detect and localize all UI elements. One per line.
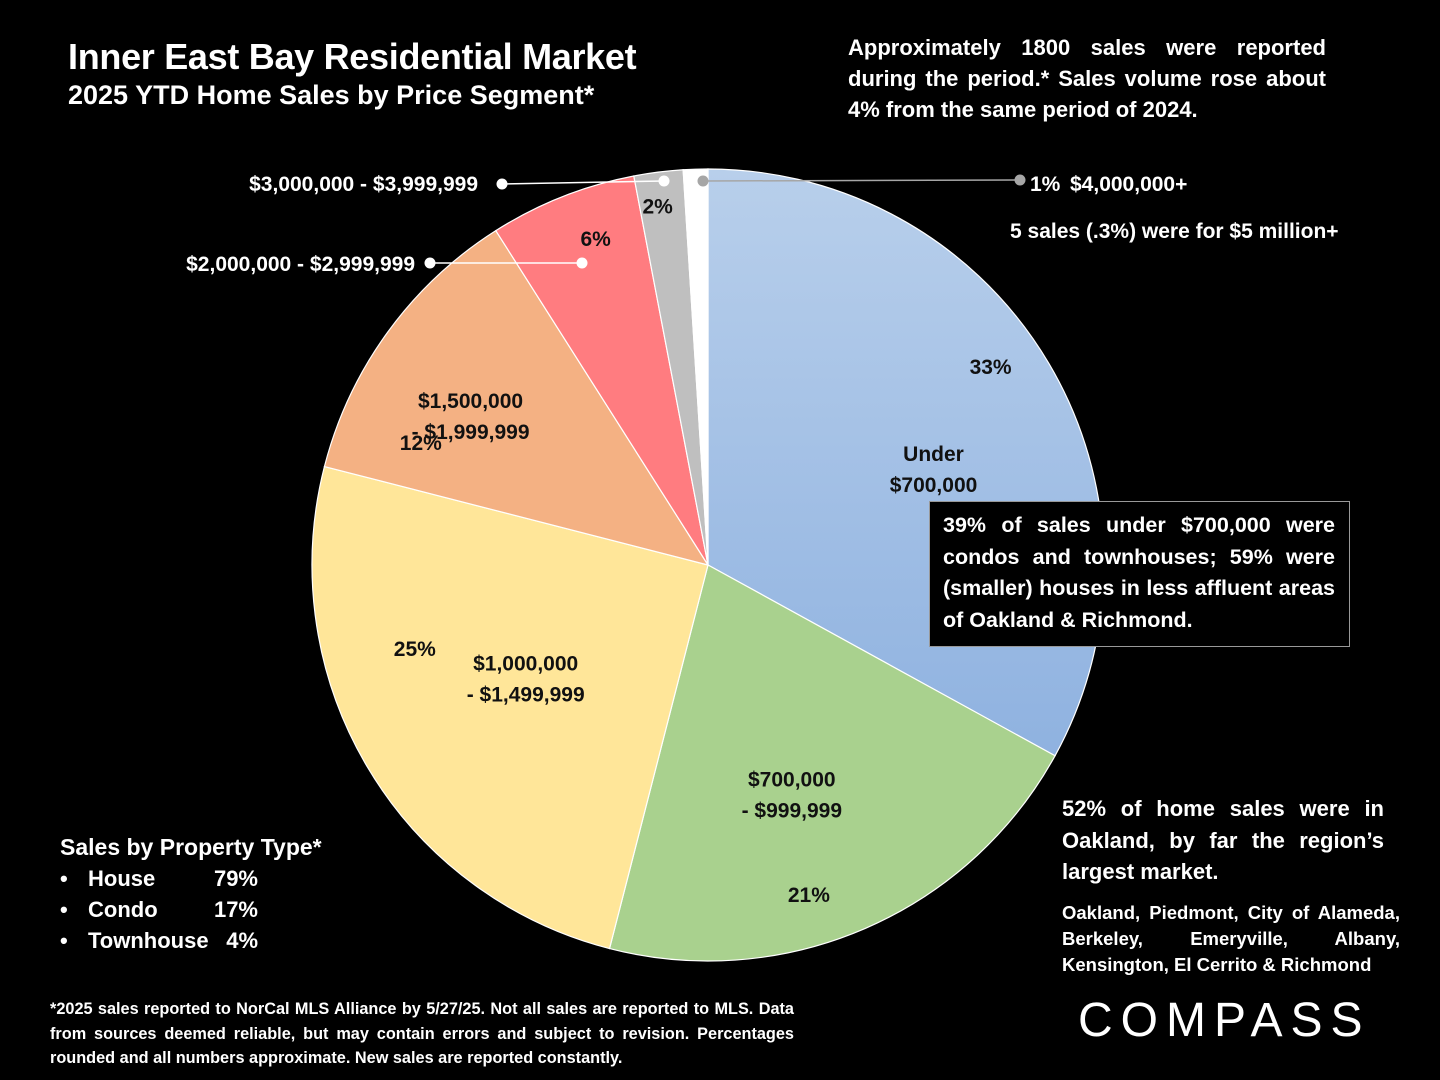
slice-category-label: $4,000,000+ — [1070, 173, 1187, 196]
leader-dot — [1014, 174, 1026, 186]
slice-category-label: - $1,499,999 — [467, 683, 585, 706]
bullet-icon: • — [60, 897, 68, 922]
slice-category-label: - $999,999 — [742, 800, 842, 823]
property-type-value: 4% — [226, 928, 258, 953]
five-million-note: 5 sales (.3%) were for $5 million+ — [1010, 220, 1339, 243]
footnote: *2025 sales reported to NorCal MLS Allia… — [50, 1000, 794, 1067]
property-type-title: Sales by Property Type* — [60, 834, 322, 860]
leader-dot — [697, 175, 709, 187]
slice-category-label: Under — [903, 443, 964, 466]
chart-title: Inner East Bay Residential Market — [68, 36, 637, 77]
slice-category-label: $700,000 — [890, 474, 978, 497]
slice-percent-label: 21% — [788, 884, 830, 907]
property-type-panel: Sales by Property Type* • House 79% • Co… — [60, 834, 360, 956]
cities-list: Oakland, Piedmont, City of Alameda, Berk… — [1062, 902, 1400, 975]
slice-category-label: $700,000 — [748, 769, 836, 792]
compass-logo: COMPASS — [1078, 994, 1371, 1047]
leader-dot — [658, 175, 670, 187]
property-type-row: • Condo 17% — [60, 894, 360, 925]
leader-dot — [496, 178, 508, 190]
property-type-name: Townhouse — [88, 928, 209, 953]
property-type-name: Condo — [88, 897, 158, 922]
slice-percent-label: 6% — [580, 228, 611, 251]
sales-volume-note: Approximately 1800 sales were reported d… — [848, 35, 1326, 122]
leader-dot — [576, 257, 588, 269]
chart-subtitle: 2025 YTD Home Sales by Price Segment* — [68, 80, 595, 110]
slice-category-label: $1,000,000 — [473, 652, 578, 675]
under-700k-callout: 39% of sales under $700,000 were condos … — [929, 501, 1350, 647]
pie-slice — [494, 175, 709, 566]
pie-slice — [608, 564, 1056, 962]
slice-category-label: $3,000,000 - $3,999,999 — [249, 173, 478, 196]
property-type-row: • House 79% — [60, 863, 360, 894]
slice-percent-label: 33% — [970, 356, 1012, 379]
pie-slice — [682, 168, 709, 566]
slice-category-label: - $1,999,999 — [412, 421, 530, 444]
property-type-name: House — [88, 866, 156, 891]
slice-category-label: $1,500,000 — [418, 390, 523, 413]
property-type-value: 79% — [213, 866, 258, 891]
leader-line — [501, 180, 665, 185]
slice-percent-label: 1% — [1030, 173, 1061, 196]
bullet-icon: • — [60, 866, 68, 891]
property-type-value: 17% — [213, 897, 258, 922]
leader-line — [702, 179, 1021, 182]
property-type-row: • Townhouse 4% — [60, 925, 360, 956]
slice-category-label: $2,000,000 - $2,999,999 — [186, 253, 415, 276]
pie-slice — [311, 465, 709, 950]
leader-dot — [424, 257, 436, 269]
slice-percent-label: 2% — [642, 196, 673, 219]
slice-percent-label: 25% — [394, 638, 436, 661]
oakland-note: 52% of home sales were in Oakland, by fa… — [1062, 796, 1384, 884]
bullet-icon: • — [60, 928, 68, 953]
pie-slice — [323, 229, 710, 566]
slice-percent-label: 12% — [400, 432, 442, 455]
